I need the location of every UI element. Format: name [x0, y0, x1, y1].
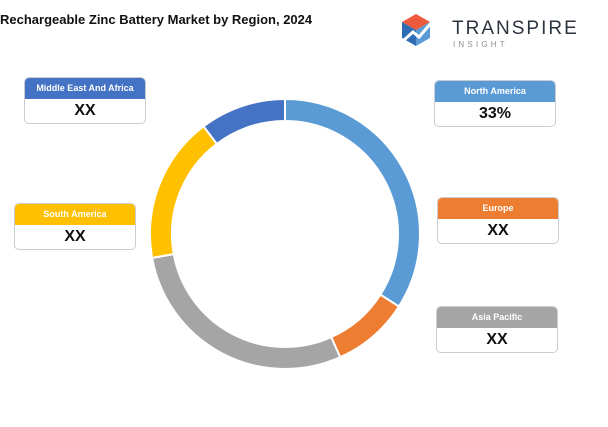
- label-value-mea: XX: [74, 102, 96, 119]
- logo-subtitle: INSIGHT: [453, 40, 508, 49]
- label-name-mea: Middle East And Africa: [25, 78, 145, 99]
- label-name-north-america: North America: [435, 81, 555, 102]
- label-name-europe: Europe: [438, 198, 558, 219]
- slice-north-america: [284, 97, 421, 308]
- transpire-logo: TRANSPIRE INSIGHT: [398, 8, 588, 56]
- logo-mark-icon: [402, 14, 436, 46]
- label-value-asia-pacific: XX: [486, 331, 508, 348]
- label-card-south-america: South America XX: [14, 203, 136, 250]
- slice-asia-pacific: [150, 252, 342, 370]
- slice-europe: [329, 293, 401, 359]
- label-value-south-america: XX: [64, 228, 86, 245]
- label-card-asia-pacific: Asia Pacific XX: [436, 306, 558, 353]
- label-value-north-america: 33%: [478, 105, 512, 122]
- label-card-europe: Europe XX: [437, 197, 559, 244]
- label-value-europe: XX: [487, 222, 509, 239]
- logo-name: TRANSPIRE: [452, 18, 579, 39]
- label-name-asia-pacific: Asia Pacific: [437, 307, 557, 328]
- chart-title: Rechargeable Zinc Battery Market by Regi…: [0, 12, 313, 27]
- label-name-south-america: South America: [15, 204, 135, 225]
- slice-south-america: [149, 124, 219, 260]
- slice-middle-east-and-africa: [202, 97, 286, 146]
- label-card-north-america: North America 33%: [434, 80, 556, 127]
- label-card-mea: Middle East And Africa XX: [24, 77, 146, 124]
